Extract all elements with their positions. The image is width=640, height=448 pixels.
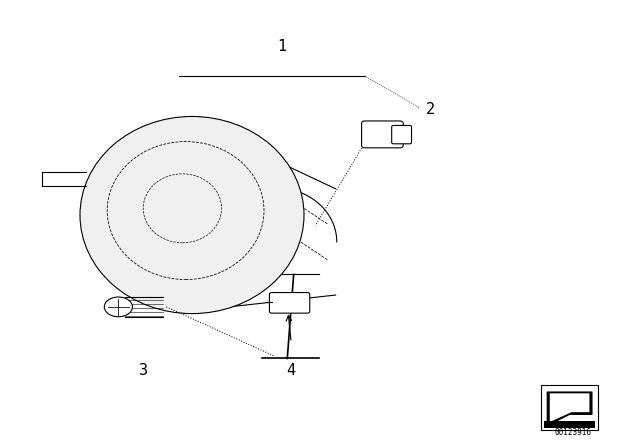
Bar — [544, 421, 595, 428]
Text: 00123916: 00123916 — [554, 428, 591, 437]
Polygon shape — [547, 392, 592, 426]
Text: 3: 3 — [140, 363, 148, 378]
Bar — [541, 385, 598, 430]
Text: 4: 4 — [287, 363, 296, 378]
Text: 1: 1 — [277, 39, 286, 54]
Ellipse shape — [80, 116, 304, 314]
Polygon shape — [550, 393, 589, 422]
FancyBboxPatch shape — [392, 125, 412, 144]
FancyBboxPatch shape — [362, 121, 403, 148]
Circle shape — [104, 297, 132, 317]
Text: 2: 2 — [426, 102, 435, 117]
FancyBboxPatch shape — [269, 293, 310, 313]
